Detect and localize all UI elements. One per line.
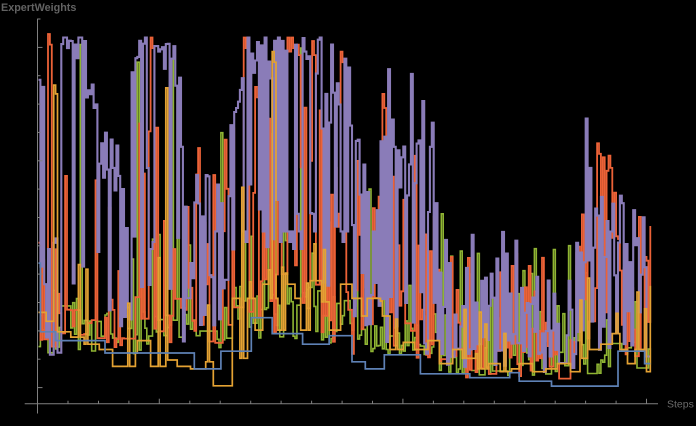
- svg-text:ExpertWeights: ExpertWeights: [1, 2, 76, 14]
- svg-text:Steps: Steps: [667, 399, 694, 411]
